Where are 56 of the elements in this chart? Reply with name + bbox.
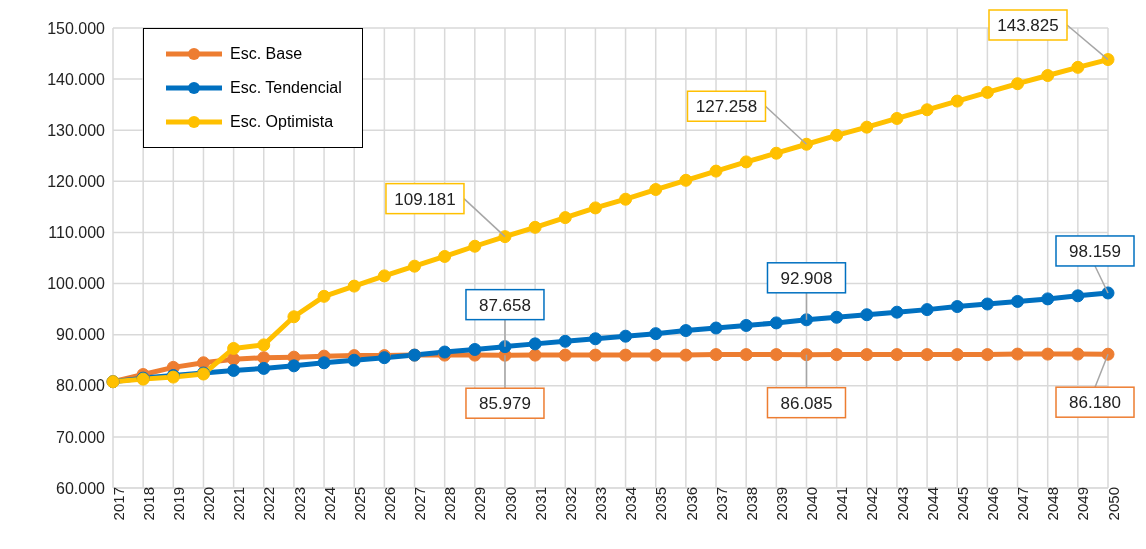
x-tick-label: 2024: [320, 487, 338, 521]
x-tick-label: 2034: [622, 487, 640, 521]
y-tick-label: 90.000: [56, 326, 106, 344]
y-tick-label: 130.000: [47, 121, 106, 139]
data-label: 143.825: [997, 16, 1059, 35]
x-tick-label: 2022: [260, 487, 278, 521]
y-tick-label: 150.000: [47, 19, 106, 37]
x-tick-label: 2020: [200, 487, 218, 521]
x-tick-label: 2027: [411, 487, 429, 521]
x-tick-label: 2045: [953, 487, 971, 521]
data-label: 98.159: [1069, 241, 1121, 261]
x-tick-label: 2031: [531, 487, 549, 521]
y-tick-label: 70.000: [56, 428, 106, 446]
x-tick-label: 2021: [230, 487, 248, 521]
x-tick-label: 2029: [471, 487, 489, 521]
x-tick-label: 2035: [652, 487, 670, 521]
x-tick-label: 2050: [1104, 487, 1122, 521]
legend-label: Esc. Optimista: [230, 113, 334, 131]
x-tick-label: 2026: [381, 487, 399, 521]
data-label: 92.908: [780, 268, 833, 288]
x-tick-label: 2043: [893, 487, 911, 521]
x-tick-label: 2037: [712, 487, 730, 521]
data-label: 127.258: [695, 97, 758, 117]
x-tick-label: 2018: [139, 487, 157, 521]
x-tick-label: 2049: [1074, 487, 1092, 521]
data-label: 86.085: [780, 393, 833, 413]
x-tick-label: 2023: [290, 487, 308, 521]
x-tick-label: 2048: [1044, 487, 1062, 521]
x-tick-label: 2046: [984, 487, 1002, 521]
x-tick-label: 2025: [350, 487, 368, 521]
x-tick-label: 2030: [501, 487, 519, 521]
x-tick-label: 2028: [441, 487, 459, 521]
x-tick-label: 2036: [682, 487, 700, 521]
x-tick-label: 2047: [1014, 487, 1032, 521]
y-tick-label: 60.000: [56, 479, 106, 497]
x-tick-label: 2038: [742, 487, 760, 521]
y-tick-label: 110.000: [48, 224, 106, 242]
data-label: 86.180: [1069, 393, 1121, 413]
legend-label: Esc. Tendencial: [230, 79, 342, 97]
legend-label: Esc. Base: [230, 45, 303, 63]
x-tick-label: 2044: [923, 487, 941, 521]
x-tick-label: 2039: [772, 487, 790, 521]
x-tick-label: 2041: [833, 487, 851, 521]
data-label: 85.979: [478, 394, 531, 414]
x-tick-label: 2032: [561, 487, 579, 521]
x-tick-label: 2033: [592, 487, 610, 521]
x-tick-label: 2017: [109, 487, 127, 521]
y-tick-label: 120.000: [47, 173, 106, 191]
y-tick-label: 140.000: [47, 70, 106, 88]
x-tick-label: 2042: [863, 487, 881, 521]
y-tick-label: 80.000: [56, 377, 106, 395]
data-label: 109.181: [394, 189, 456, 209]
y-tick-label: 100.000: [47, 275, 106, 293]
x-tick-label: 2019: [169, 487, 187, 521]
data-label: 87.658: [478, 295, 531, 315]
x-tick-label: 2040: [803, 487, 821, 521]
